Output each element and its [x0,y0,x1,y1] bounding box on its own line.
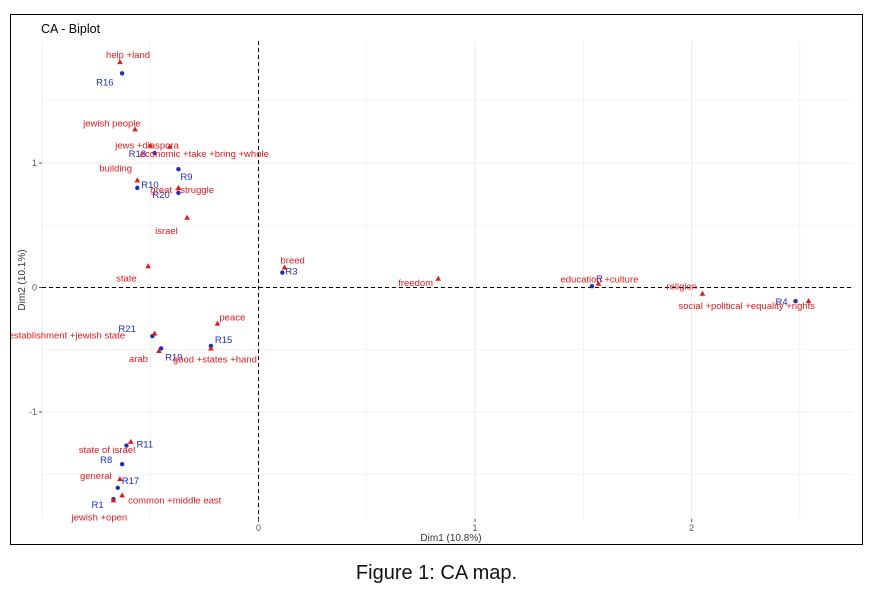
column-point-label: establishment +jewish state [11,331,125,342]
row-point-marker [124,443,129,448]
row-point-marker [115,485,120,491]
row-point-marker [119,462,125,467]
column-point-marker [699,290,706,296]
column-point-marker [134,177,141,183]
column-point-marker [175,184,182,190]
column-point-label: general [80,471,112,482]
column-point-marker [805,298,812,304]
column-point-marker [117,59,123,65]
axis-ticks: 0 1 2 -1 0 1 [29,158,694,533]
column-point-marker [166,143,173,149]
column-point-label: social +political +equality +rights [679,301,816,312]
row-point-label: R11 [136,440,153,451]
column-point-label: common +middle east [128,495,222,506]
chart-frame: 0 1 2 -1 0 1 R16 R18 R9 R10 R20 R3 R R4 R21 R15 R19 R11 R… [10,14,863,545]
column-point-marker [214,320,221,326]
column-point-label: jews +diaspora [114,141,179,152]
reference-lines [42,41,854,519]
row-point-label: R [596,274,603,285]
x-axis-label: Dim1 (10.8%) [420,533,481,544]
row-point-marker [158,346,164,351]
y-tick-label: 1 [32,158,37,168]
row-point-label: R1 [91,500,103,511]
column-point-marker [110,497,117,503]
column-point-label: economic +take +bring +whole [140,149,269,160]
column-point-marker [595,280,602,286]
column-point-label: help +land [106,50,150,61]
column-point-marker [132,126,138,132]
grid-lines [41,41,854,519]
row-point-label: R4 [776,297,788,308]
y-tick-label: -1 [29,407,37,417]
chart-title: CA - Biplot [41,22,101,36]
column-point-label: religion [666,282,697,293]
row-point-label: R10 [141,180,158,191]
column-point-marker [145,263,151,269]
column-point-label: israel [155,226,178,237]
row-point-label: R17 [122,476,139,487]
row-point-label: R8 [100,455,112,466]
column-point-label: jewish people [82,118,141,129]
y-axis-label: Dim2 (10.1%) [17,249,28,310]
row-point-label: R19 [165,352,182,363]
column-point-label: building [99,163,132,174]
row-point-label: R3 [285,267,297,278]
row-point-marker [176,190,181,196]
row-point-label: R15 [215,335,232,346]
column-point-marker [208,345,214,351]
column-point-label: freedom [398,278,433,289]
row-point-label: R18 [129,149,146,160]
row-point-label: R16 [96,77,113,88]
figure-caption: Figure 1: CA map. [355,562,518,584]
row-point-marker [793,298,798,304]
row-point-marker [152,150,157,156]
column-point-label: breed [281,256,305,267]
y-tick-label: 0 [32,282,37,292]
row-point-marker [280,270,285,275]
column-point-label: peace [219,313,245,324]
column-point-marker [156,347,162,353]
column-point-marker [119,492,125,498]
x-tick-label: 0 [256,523,261,533]
column-point-marker [117,476,123,482]
column-point-marker [127,438,134,444]
row-point-label: R20 [152,190,169,201]
column-point-marker [435,275,442,281]
row-point-label: R9 [180,172,192,183]
column-point-marker [281,264,288,270]
column-point-label: good +states +hand [173,354,257,365]
column-point-label: great +struggle [150,185,214,196]
row-point-marker [589,284,595,289]
ca-biplot: 0 1 2-101 R16R18R9R10R20R3RR4R21R15R19R11R… [11,22,854,544]
x-tick-label: 1 [473,523,478,533]
column-point-label: state of israel [79,445,135,456]
column-point-label: arab [129,354,148,365]
column-point-label: jewish +open [70,512,127,523]
data-markers [110,59,812,503]
x-tick-label: 2 [689,523,694,533]
row-point-marker [119,71,125,76]
row-point-label: R21 [118,324,135,335]
column-point-label: state [116,273,137,284]
row-point-marker [135,185,140,191]
column-point-marker [151,330,158,336]
row-point-marker [176,167,181,172]
column-point-marker [184,214,190,220]
column-point-label: education +culture [560,275,638,286]
column-point-marker [147,142,154,148]
